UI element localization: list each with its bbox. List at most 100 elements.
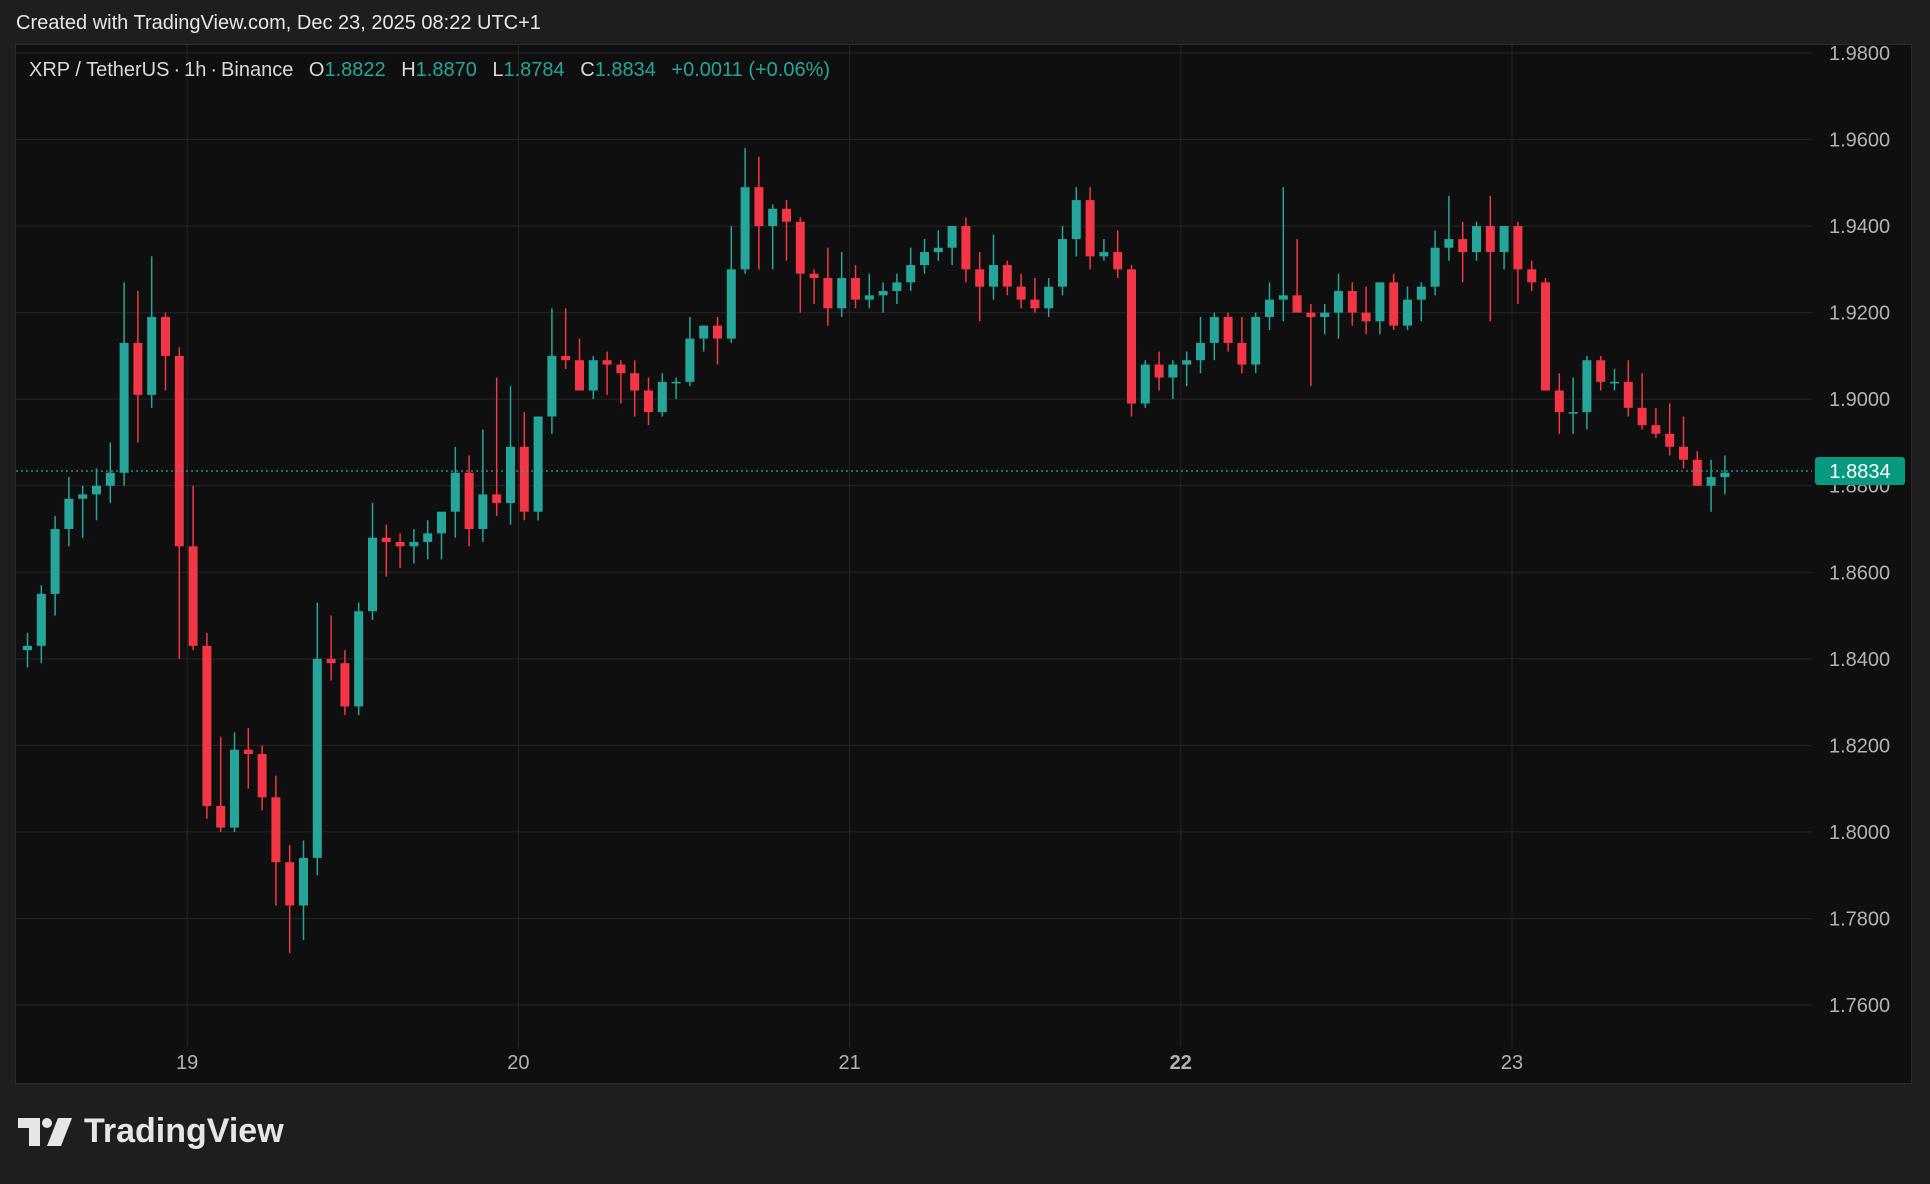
candle [188, 485, 198, 651]
x-tick-label: 19 [176, 1052, 198, 1074]
candle [381, 524, 391, 577]
candle-body [906, 265, 916, 283]
candle-body [630, 373, 640, 391]
candle-body [809, 273, 819, 279]
candle [975, 252, 985, 322]
candle-body [685, 338, 695, 382]
candle [1154, 351, 1164, 391]
candle [1265, 282, 1274, 330]
candle [312, 602, 322, 876]
candle-body [975, 269, 985, 287]
candle-body [1720, 472, 1730, 478]
candle [423, 520, 433, 560]
x-tick-label: 23 [1501, 1052, 1523, 1074]
chart-panel[interactable] [15, 44, 1912, 1084]
candle-body [768, 208, 778, 227]
candle-body [933, 247, 943, 253]
candle-body [202, 645, 212, 806]
candle [354, 602, 364, 716]
candle [1527, 260, 1537, 291]
candle-body [1058, 239, 1067, 287]
candle [1278, 187, 1288, 322]
tradingview-logo[interactable]: TradingView [18, 1112, 284, 1151]
candle [1720, 455, 1730, 495]
candle [588, 355, 598, 400]
candle [575, 338, 584, 391]
candle-body [423, 533, 433, 542]
candle [1499, 226, 1509, 270]
last-price-label: 1.8834 [1829, 461, 1890, 483]
candle-body [506, 446, 515, 504]
candle [1541, 278, 1550, 391]
candle [920, 239, 929, 274]
candle-body [961, 226, 971, 270]
candle-body [381, 537, 391, 542]
candle [1568, 377, 1578, 434]
candle-body [1665, 433, 1675, 447]
x-tick-label: 22 [1170, 1052, 1192, 1074]
candle [506, 386, 515, 525]
candle [1058, 226, 1067, 296]
candle [947, 226, 957, 266]
candle-body [50, 529, 60, 594]
candle [1182, 351, 1192, 387]
candle [257, 745, 267, 811]
candle [1168, 360, 1178, 400]
candle [1706, 459, 1716, 512]
candle [271, 775, 281, 906]
candle-body [437, 511, 446, 534]
candle [1554, 373, 1564, 434]
candle-body [119, 342, 129, 473]
candle [1679, 416, 1688, 469]
candle-body [1568, 412, 1578, 414]
y-tick-label: 1.8000 [1829, 822, 1890, 844]
candle-body [920, 252, 929, 266]
candle-body [105, 472, 115, 486]
legend-interval: 1h [184, 59, 207, 81]
candle-body [851, 278, 860, 300]
candle-body [547, 355, 557, 417]
candle [685, 316, 695, 387]
candle-body [174, 355, 184, 547]
candle-body [795, 221, 805, 274]
candle [1403, 286, 1412, 330]
candle-body [92, 485, 101, 495]
candle [147, 256, 157, 408]
candle-body [78, 494, 88, 499]
candle-body [1154, 364, 1164, 378]
legend-exchange: Binance [221, 59, 294, 81]
candle-body [1168, 364, 1178, 378]
candle-body [878, 291, 888, 296]
candle [478, 429, 488, 542]
y-tick-label: 1.9400 [1829, 216, 1890, 238]
candle-body [892, 282, 902, 291]
candle-body [1403, 299, 1412, 326]
candle-body [1292, 295, 1302, 313]
candle [1237, 316, 1247, 374]
candle [1292, 239, 1302, 313]
candle-body [1016, 286, 1026, 300]
candle [989, 234, 998, 300]
candle [726, 226, 736, 343]
candle [644, 377, 653, 426]
candle [933, 230, 943, 261]
candle-body [1044, 286, 1054, 309]
legend-close-value: 1.8834 [594, 59, 656, 81]
candle [782, 200, 791, 261]
symbol-legend[interactable]: XRP / TetherUS · 1h · Binance O1.8822 H1.887… [29, 59, 831, 81]
candle [561, 308, 571, 369]
candle-body [409, 541, 419, 547]
candle [892, 273, 902, 304]
candle-body [1472, 226, 1481, 253]
candle-body [1320, 312, 1330, 317]
candle-body [1637, 407, 1647, 426]
candle-body [1196, 342, 1205, 361]
candle [230, 732, 239, 832]
candle-body [1209, 316, 1219, 343]
candle [492, 377, 502, 517]
x-tick-label: 21 [838, 1052, 860, 1074]
candle [740, 148, 750, 274]
candle-body [644, 390, 653, 413]
candle-body [1265, 299, 1274, 317]
